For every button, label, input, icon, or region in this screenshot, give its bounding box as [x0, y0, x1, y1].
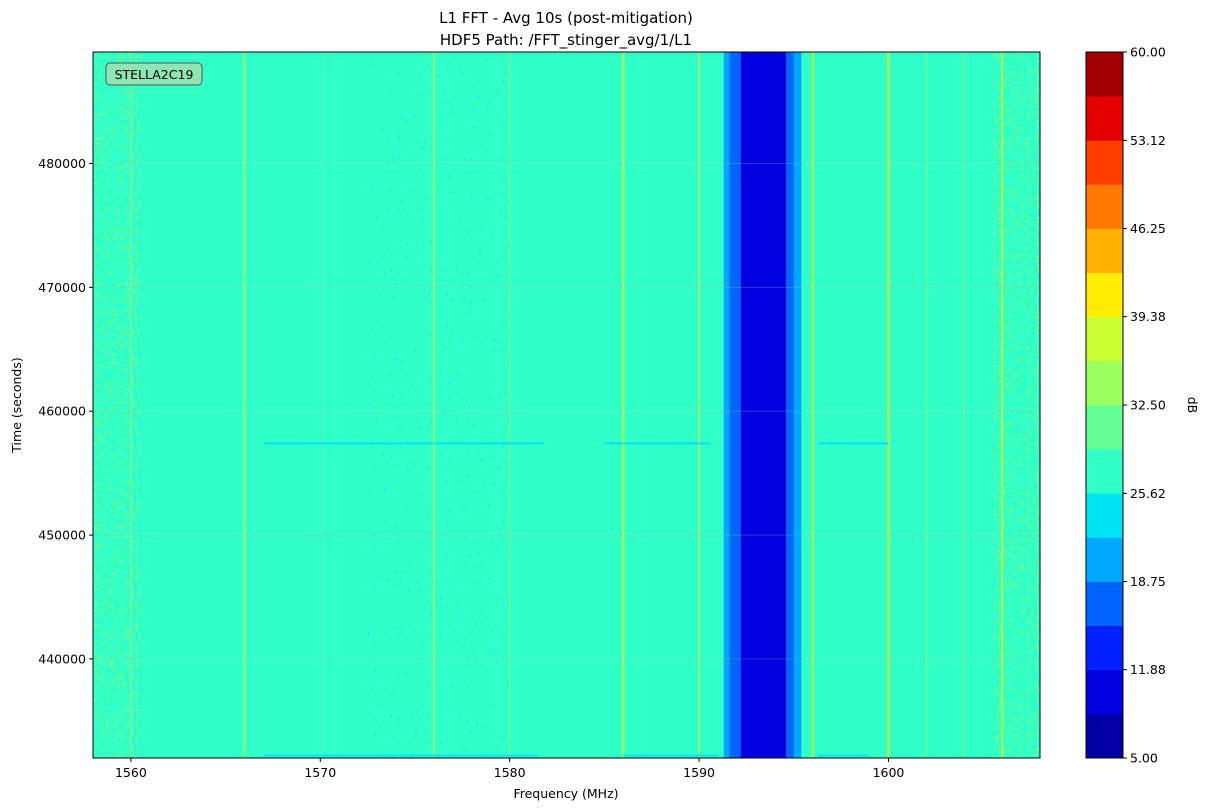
spectral-line	[508, 52, 511, 758]
colorbar-segment	[1086, 581, 1123, 627]
colorbar-tick-label: 46.25	[1130, 221, 1166, 236]
frequency-band	[729, 52, 741, 758]
spectral-line	[925, 52, 928, 758]
spectral-line	[1001, 52, 1004, 758]
plot-frame	[92, 51, 1041, 759]
colorbar-segment	[1086, 493, 1123, 538]
spectral-line	[811, 52, 814, 758]
colorbar-tick-label: 18.75	[1130, 574, 1166, 589]
colorbar-segments	[1086, 52, 1123, 759]
colorbar-tick-label: 53.12	[1130, 133, 1166, 148]
time-event	[623, 754, 718, 757]
heatmap-speckle-layer	[93, 52, 1042, 760]
colorbar-segment	[1086, 228, 1123, 274]
spectral-line	[698, 52, 701, 758]
time-event	[263, 442, 544, 445]
colorbar-segment	[1086, 52, 1123, 97]
frequency-band	[786, 52, 794, 758]
colorbar: 5.00 11.88 18.75 25.62 32.50 39.38 46.25 53.12 6…	[1085, 45, 1166, 766]
x-axis-label: Frequency (MHz)	[513, 786, 618, 801]
colorbar-segment	[1086, 316, 1123, 362]
y-tick-label: 480000	[38, 156, 86, 171]
frequency-band	[723, 52, 730, 758]
colorbar-segment	[1086, 360, 1123, 406]
colorbar-segment	[1086, 405, 1123, 450]
speckle-region	[367, 54, 511, 760]
spectral-line	[432, 52, 435, 758]
colorbar-segment	[1086, 272, 1123, 318]
colorbar-segment	[1086, 713, 1123, 759]
annotation-badge-box	[105, 62, 203, 86]
spectral-line	[963, 52, 966, 758]
colorbar-segment	[1086, 449, 1123, 494]
annotation-badge-text: STELLA2C19	[115, 67, 194, 82]
x-tick-label: 1580	[494, 765, 526, 780]
heatmap-plot-area	[92, 51, 1042, 760]
speckle-region	[93, 52, 142, 759]
heatmap-time-events	[263, 442, 889, 757]
time-event	[818, 754, 868, 757]
colorbar-tick-label: 11.88	[1130, 662, 1166, 677]
chart-title-line2: HDF5 Path: /FFT_stinger_avg/1/L1	[440, 31, 692, 50]
plot-grid	[93, 52, 1040, 758]
spectral-line	[622, 52, 625, 758]
y-tick-label: 470000	[38, 280, 86, 295]
time-event	[604, 442, 711, 445]
y-axis-label: Time (seconds)	[9, 357, 24, 453]
annotation-badge: STELLA2C19	[105, 62, 203, 86]
spectral-line	[887, 52, 890, 758]
x-tick-label: 1600	[873, 765, 905, 780]
heatmap-frequency-bands	[723, 52, 802, 758]
x-tick-label: 1590	[683, 765, 715, 780]
colorbar-segment	[1086, 184, 1123, 229]
spectral-line	[129, 52, 132, 758]
colorbar-tick-label: 25.62	[1130, 486, 1166, 501]
y-tick-label: 460000	[38, 404, 86, 419]
colorbar-tick-label: 32.50	[1130, 398, 1166, 413]
colorbar-label: dB	[1185, 397, 1200, 414]
frequency-band	[740, 52, 787, 758]
x-tick-label: 1560	[115, 765, 147, 780]
colorbar-segment	[1086, 625, 1123, 671]
colorbar-segment	[1086, 140, 1123, 185]
spectral-line	[243, 52, 246, 758]
colorbar-segment	[1086, 669, 1123, 715]
colorbar-segment	[1086, 537, 1123, 582]
colorbar-segment	[1086, 96, 1123, 141]
colorbar-tick-label: 5.00	[1130, 751, 1158, 766]
colorbar-tick-label: 39.38	[1130, 309, 1166, 324]
y-tick-label: 440000	[38, 651, 86, 666]
y-tick-label: 450000	[38, 528, 86, 543]
time-event	[818, 442, 889, 445]
frequency-band	[793, 52, 802, 758]
colorbar-ticks: 5.00 11.88 18.75 25.62 32.50 39.38 46.25 53.12 6…	[1123, 45, 1166, 766]
heatmap-background	[93, 52, 1040, 758]
y-axis: 440000 450000 460000 470000 480000	[38, 156, 93, 666]
x-axis: 1560 1570 1580 1590 1600	[115, 758, 904, 780]
speckle-region	[992, 52, 1042, 760]
chart-title-line1: L1 FFT - Avg 10s (post-mitigation)	[439, 9, 693, 27]
time-event	[263, 754, 539, 757]
x-tick-label: 1570	[304, 765, 336, 780]
heatmap-spectral-lines	[129, 52, 1004, 758]
colorbar-tick-label: 60.00	[1130, 45, 1166, 60]
